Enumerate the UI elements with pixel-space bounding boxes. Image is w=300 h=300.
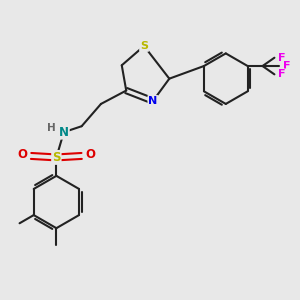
Text: N: N [59, 126, 69, 139]
Text: N: N [148, 96, 158, 106]
Text: O: O [18, 148, 28, 161]
Text: S: S [140, 41, 148, 51]
Text: S: S [52, 151, 61, 164]
Text: F: F [278, 53, 286, 63]
Text: O: O [85, 148, 95, 161]
Text: H: H [47, 123, 56, 133]
Text: F: F [283, 61, 290, 71]
Text: F: F [278, 69, 286, 80]
